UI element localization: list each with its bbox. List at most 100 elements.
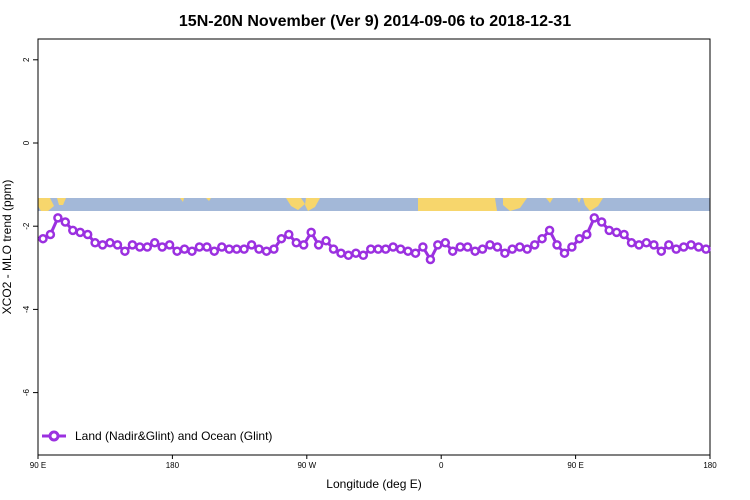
x-tick-label: 0 — [439, 461, 444, 470]
data-point — [313, 240, 324, 250]
data-point — [269, 244, 279, 254]
land-patch — [38, 198, 54, 211]
x-axis: 90 E 180 90 W 0 90 E 180 — [30, 455, 717, 470]
data-point — [433, 240, 443, 250]
data-point — [291, 238, 302, 248]
data-point — [492, 242, 503, 252]
data-point — [686, 240, 696, 250]
data-point — [619, 229, 629, 240]
data-point — [231, 244, 242, 254]
data-point — [284, 229, 294, 240]
data-point — [179, 244, 190, 254]
x-tick-label: 90 E — [567, 461, 583, 470]
land-patch — [180, 198, 184, 202]
data-point — [470, 246, 480, 256]
x-tick-label: 180 — [703, 461, 717, 470]
data-point — [515, 242, 525, 252]
land-patch — [57, 198, 66, 205]
data-point — [574, 233, 585, 244]
data-point — [60, 217, 71, 227]
data-point — [82, 229, 93, 240]
data-point — [254, 244, 264, 254]
data-point — [641, 238, 652, 248]
data-point — [97, 240, 108, 250]
data-point — [522, 244, 532, 254]
data-point — [343, 250, 354, 261]
data-point — [306, 227, 316, 238]
data-point — [187, 246, 197, 256]
legend-marker — [48, 430, 60, 442]
data-point — [552, 240, 562, 250]
chart-title: 15N-20N November (Ver 9) 2014-09-06 to 2… — [179, 13, 571, 30]
legend-label: Land (Nadir&Glint) and Ocean (Glint) — [75, 429, 272, 443]
y-tick-label: 0 — [22, 140, 31, 145]
data-point — [135, 242, 145, 252]
data-point — [321, 236, 331, 246]
data-point — [544, 225, 555, 236]
data-point — [246, 240, 257, 250]
data-point — [537, 233, 547, 244]
x-tick-label: 90 E — [30, 461, 46, 470]
data-point — [634, 240, 644, 250]
data-point — [388, 242, 398, 252]
data-point — [261, 246, 272, 256]
data-point — [425, 254, 436, 265]
y-tick-label: -2 — [22, 222, 31, 230]
land-patch — [577, 198, 581, 203]
data-point — [582, 229, 592, 240]
data-point — [164, 240, 175, 250]
land-patch — [546, 198, 553, 203]
data-point — [45, 229, 56, 240]
land-patch — [503, 198, 527, 211]
data-point — [276, 233, 287, 244]
data-point — [142, 242, 153, 252]
data-point — [217, 242, 227, 252]
data-point — [403, 246, 413, 256]
data-point — [500, 248, 510, 258]
data-point — [380, 244, 391, 254]
y-tick-label: -4 — [22, 305, 31, 313]
y-tick-label: -6 — [22, 388, 31, 396]
series-line — [42, 215, 707, 263]
data-point — [239, 244, 249, 254]
data-point — [567, 242, 577, 252]
data-point — [410, 248, 421, 258]
y-tick-label: 2 — [22, 57, 31, 62]
data-point — [373, 244, 383, 254]
data-point — [38, 233, 48, 244]
land-patch — [305, 198, 320, 211]
data-point — [678, 242, 689, 252]
data-point — [120, 246, 130, 256]
legend: Land (Nadir&Glint) and Ocean (Glint) — [42, 429, 272, 443]
data-point — [507, 244, 518, 254]
data-point — [202, 242, 212, 252]
y-axis-label: XCO2 - MLO trend (ppm) — [0, 180, 14, 315]
data-point — [194, 242, 205, 252]
data-point — [440, 238, 451, 248]
land-patch — [583, 198, 603, 211]
data-point — [649, 240, 659, 250]
data-point — [224, 244, 234, 254]
data-point — [418, 242, 428, 252]
data-point — [328, 244, 339, 254]
data-point — [298, 240, 309, 250]
data-point — [455, 242, 465, 252]
data-point — [105, 238, 115, 248]
y-axis: 2 0 -2 -4 -6 — [22, 57, 38, 396]
data-point — [477, 244, 488, 254]
land-patch — [418, 198, 497, 211]
data-point — [462, 242, 473, 252]
data-point — [447, 246, 458, 256]
data-point — [611, 227, 622, 238]
data-point — [596, 217, 607, 227]
data-point — [701, 244, 711, 254]
data-point — [68, 225, 78, 236]
data-point — [604, 225, 614, 236]
land-patch — [286, 198, 305, 210]
land-patch — [206, 198, 211, 201]
data-point — [485, 240, 495, 250]
data-point — [589, 213, 600, 223]
data-point — [626, 238, 637, 248]
data-point — [157, 242, 167, 252]
x-axis-label: Longitude (deg E) — [326, 477, 421, 491]
